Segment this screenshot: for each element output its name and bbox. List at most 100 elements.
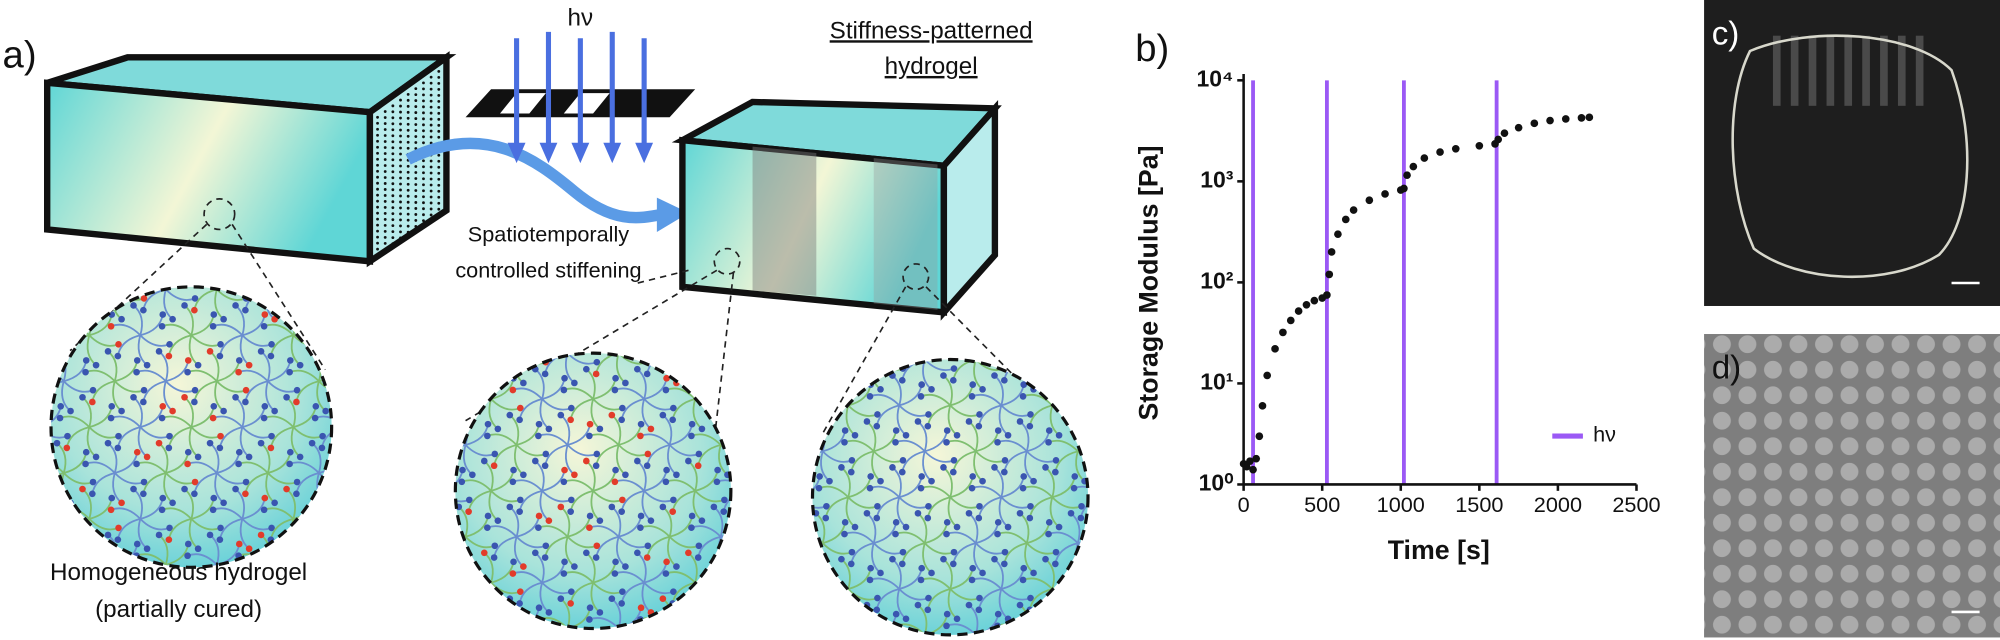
end (637, 604, 645, 612)
arm (458, 598, 469, 629)
end (791, 335, 798, 342)
end (455, 320, 462, 327)
end (914, 601, 922, 609)
arm (1103, 497, 1132, 508)
arm (716, 387, 731, 400)
dot (414, 111, 418, 114)
end (1019, 484, 1027, 492)
end (801, 524, 808, 531)
end (975, 514, 983, 522)
end (892, 518, 900, 526)
end (1122, 565, 1129, 572)
end (16, 316, 23, 323)
arm (209, 286, 220, 290)
end (567, 600, 574, 607)
arm (1106, 635, 1128, 640)
end (364, 495, 371, 502)
dot (406, 212, 410, 216)
arm (16, 335, 38, 356)
end (271, 591, 278, 598)
arm (669, 627, 700, 629)
arm (812, 439, 824, 452)
end (258, 256, 265, 263)
dot (399, 140, 402, 144)
end (1093, 464, 1100, 471)
end (892, 438, 899, 446)
end (535, 604, 543, 612)
end (694, 462, 702, 470)
end (797, 377, 804, 384)
end (455, 411, 463, 419)
end (586, 420, 594, 428)
end (940, 555, 947, 563)
end (217, 524, 224, 532)
end (458, 386, 466, 394)
end (822, 606, 830, 614)
dot (414, 201, 418, 204)
end (720, 508, 728, 515)
end (115, 524, 122, 532)
end (637, 524, 644, 532)
end (260, 506, 268, 514)
arm (812, 542, 823, 565)
end (287, 265, 294, 272)
end (694, 370, 702, 378)
end (698, 425, 706, 433)
arm (260, 286, 271, 290)
dot (399, 224, 402, 228)
end (484, 512, 492, 520)
end (348, 454, 355, 461)
box-side (940, 99, 999, 321)
end (611, 386, 619, 394)
end (790, 623, 797, 630)
end (747, 634, 754, 640)
end (165, 536, 173, 543)
end (902, 523, 910, 531)
dot (429, 129, 433, 133)
end (797, 469, 804, 476)
process-label: Spatiotemporally (468, 222, 630, 247)
arm (344, 315, 366, 336)
end (271, 499, 278, 507)
end (902, 615, 910, 623)
end (181, 302, 188, 309)
end (465, 600, 472, 607)
end (338, 265, 345, 272)
end (1096, 531, 1103, 538)
end (994, 427, 1002, 434)
arm (722, 581, 731, 604)
arm (975, 634, 1006, 635)
end (318, 444, 326, 452)
end (293, 295, 301, 302)
arm (318, 543, 332, 566)
end (772, 588, 779, 595)
end (1132, 570, 1139, 577)
end (490, 462, 498, 470)
end (950, 365, 958, 372)
end (210, 402, 218, 410)
end (92, 361, 100, 369)
arm (467, 581, 492, 604)
arm (1073, 393, 1089, 407)
end (914, 418, 922, 425)
y-tick-label: 10¹ (1200, 368, 1233, 394)
arm (746, 378, 768, 399)
dot (429, 123, 433, 127)
data-point (1494, 135, 1503, 144)
arm (1024, 634, 1035, 635)
end (943, 347, 950, 354)
arm (1097, 376, 1106, 406)
end (965, 418, 973, 425)
arm (81, 304, 92, 336)
arm (812, 634, 823, 635)
end (245, 361, 253, 369)
end (1119, 602, 1126, 609)
end (746, 377, 753, 384)
arm (411, 388, 440, 399)
end (194, 453, 202, 461)
arm (768, 578, 797, 589)
end (736, 549, 743, 556)
dot (383, 212, 387, 215)
end (517, 588, 524, 595)
end (535, 524, 542, 532)
